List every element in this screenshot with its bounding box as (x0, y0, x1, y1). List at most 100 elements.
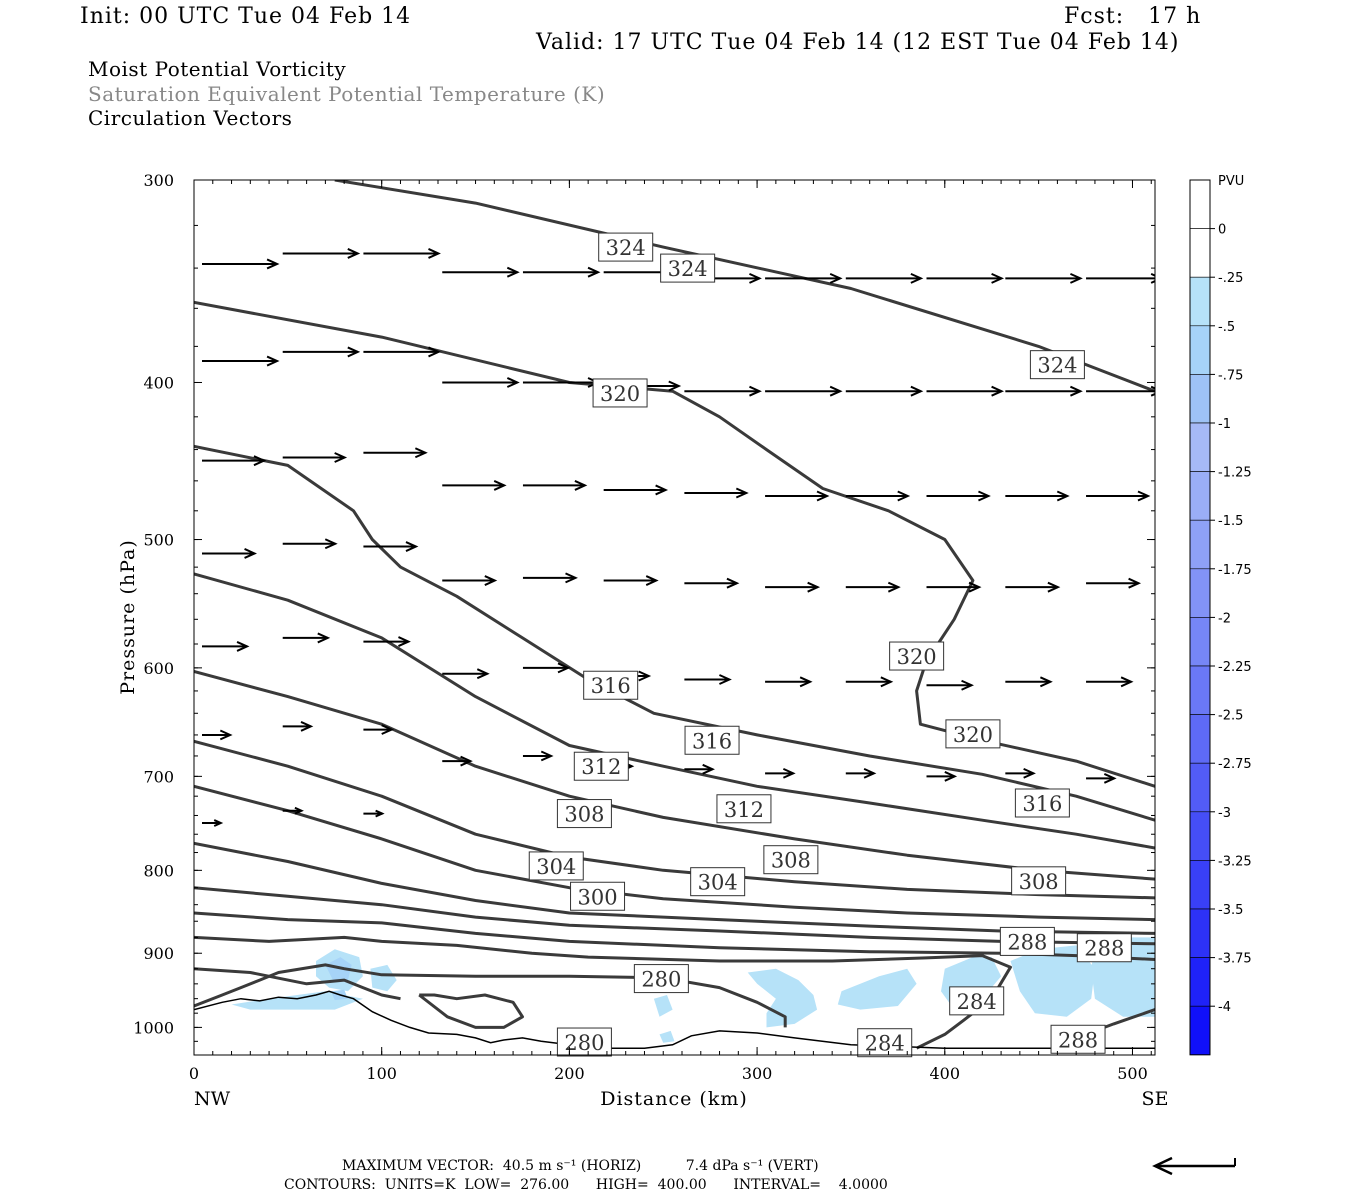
colorbar-tick-label: -1.5 (1218, 514, 1243, 529)
pv-patch-1 (231, 991, 363, 1010)
contour-label-text: 308 (771, 849, 811, 873)
contour-label-324-2: 324 (1029, 350, 1085, 380)
colorbar-swatch-7 (1189, 519, 1211, 570)
contour-label-box (556, 1027, 612, 1057)
x-tick-label: 500 (1117, 1064, 1148, 1083)
x-tick-label: 0 (189, 1064, 199, 1083)
vector-37 (282, 538, 338, 550)
vector-62 (363, 724, 395, 735)
vector-10 (1005, 272, 1083, 284)
vector-69 (926, 771, 958, 782)
contour-label-324-0: 324 (598, 232, 654, 262)
vector-head (910, 385, 924, 397)
contour-label-box (999, 926, 1055, 956)
vector-70 (1005, 767, 1036, 779)
vector-41 (603, 575, 659, 586)
vector-head (1103, 773, 1117, 784)
contour-label-324-1: 324 (660, 253, 716, 283)
contour-label-308-1: 308 (763, 845, 819, 875)
vector-43 (765, 581, 821, 593)
vector-42 (684, 577, 740, 589)
x-axis-title: Distance (km) (600, 1088, 748, 1110)
vector-13 (282, 346, 361, 358)
vector-head (1128, 577, 1142, 589)
pv-patch-3 (653, 995, 673, 1017)
contour-label-text: 324 (668, 257, 708, 281)
vector-46 (1005, 581, 1061, 593)
vector-head (887, 581, 901, 593)
vector-head (398, 636, 411, 647)
contour-280-13 (194, 963, 787, 1028)
contour-label-text: 316 (692, 729, 732, 753)
vector-66 (684, 763, 715, 775)
vector-30 (684, 487, 749, 499)
pv-patch-7 (1010, 945, 1095, 1017)
colorbar-tick-label: -3.75 (1218, 952, 1252, 967)
vector-1 (282, 248, 361, 259)
vector-21 (926, 385, 1005, 397)
contour-label-304-1: 304 (690, 867, 746, 897)
colorbar-swatch-2 (1189, 276, 1211, 327)
vector-head (829, 385, 843, 397)
vector-head (749, 385, 762, 397)
contour-label-320-0: 320 (592, 378, 648, 408)
contour-label-box (1011, 866, 1067, 896)
reference-vector-icon (1152, 1156, 1236, 1176)
vector-head (317, 632, 331, 644)
vector-32 (845, 490, 911, 502)
colorbar: PVU 0 -.25 -.5 -.75 -1 -1.25 -1.5 -1.75 -2 -2.25 -2… (1189, 174, 1252, 1056)
contour-label-284-1: 284 (857, 1028, 913, 1058)
colorbar-swatch-10 (1189, 665, 1211, 715)
contour-label-text: 324 (1037, 354, 1077, 378)
vector-head (347, 346, 361, 358)
vector-head (557, 662, 571, 674)
pv-shading (231, 937, 1155, 1043)
contour-label-box (945, 719, 1001, 749)
x-tick-label: 200 (554, 1064, 585, 1083)
colorbar-swatch-6 (1189, 471, 1211, 521)
vector-head (807, 581, 821, 593)
vector-head (324, 538, 338, 550)
contour-label-box (592, 378, 648, 408)
colorbar-tick-label: 0 (1218, 223, 1226, 238)
colorbar-swatch-5 (1189, 422, 1211, 472)
vector-head (244, 548, 257, 559)
vector-0 (202, 258, 280, 270)
contour-label-box (949, 986, 1005, 1016)
contour-label-box (573, 751, 629, 781)
colorbar-swatch-4 (1189, 374, 1211, 424)
theta-es-contours (194, 180, 1155, 1050)
y-axis-title: Pressure (hPa) (117, 539, 139, 695)
vector-11 (1086, 272, 1155, 284)
contour-label-288-0: 288 (999, 926, 1055, 956)
pv-patch-5 (837, 968, 917, 1010)
contour-label-box (583, 670, 639, 700)
contour-label-box (556, 799, 612, 829)
y-tick-label: 400 (143, 373, 174, 392)
vector-31 (765, 490, 830, 502)
contour-label-box (889, 641, 945, 671)
contour-label-box (528, 851, 584, 881)
vector-head (574, 480, 588, 491)
colorbar-swatch-14 (1189, 860, 1211, 910)
colorbar-swatch-15 (1189, 908, 1211, 958)
vector-22 (1005, 385, 1083, 397)
colorbar-tick-label: -2.75 (1218, 757, 1252, 772)
vector-head (749, 272, 762, 284)
contour-280-14 (418, 993, 524, 1029)
vector-2 (363, 248, 441, 259)
contour-label-288-2: 288 (1050, 1024, 1106, 1054)
vector-head (300, 721, 314, 732)
contour-label-box (570, 881, 626, 911)
colorbar-tick-label: -3.25 (1218, 854, 1252, 869)
contour-320-1 (194, 300, 1155, 788)
pv-patch-9 (659, 1030, 675, 1043)
vector-head (460, 755, 473, 767)
colorbar-tick-label: -1 (1218, 417, 1231, 432)
vector-52 (522, 662, 571, 674)
vector-head (236, 641, 250, 652)
vector-head (719, 674, 732, 685)
vector-head (253, 455, 267, 467)
contour-label-box (598, 232, 654, 262)
contour-292-8 (194, 886, 1155, 946)
